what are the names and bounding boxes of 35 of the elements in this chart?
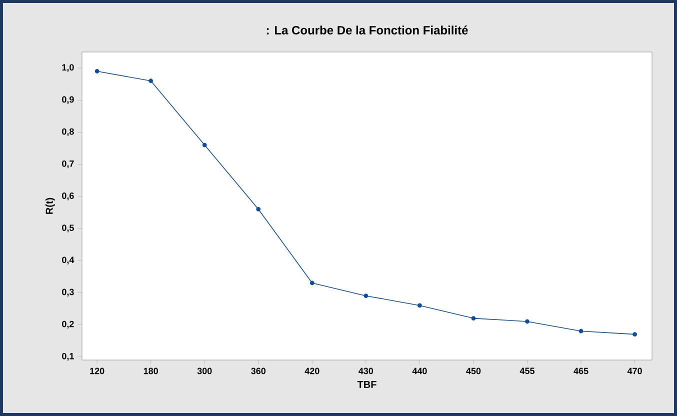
point — [471, 316, 476, 320]
point — [578, 328, 584, 334]
x-tick-label: 360 — [251, 368, 266, 374]
point — [525, 319, 530, 324]
x-tick-label: 420 — [304, 368, 320, 374]
point — [310, 280, 314, 286]
y-tick-label: 0,3 — [62, 288, 74, 296]
point — [202, 142, 207, 148]
point — [256, 207, 261, 212]
x-tick-label: 440 — [412, 368, 427, 374]
x-axis-title: TBF — [357, 381, 376, 388]
y-axis-title: R(t) — [46, 198, 55, 214]
point — [364, 294, 368, 298]
point — [148, 78, 154, 84]
y-tick-label: 0,7 — [62, 160, 74, 168]
y-tick-label: 1,0 — [62, 64, 74, 72]
y-tick-label: 0,9 — [62, 96, 74, 104]
x-tick-label: 465 — [574, 368, 588, 374]
point — [94, 69, 100, 74]
y-tick-label: 0,4 — [62, 256, 74, 264]
point — [632, 332, 637, 337]
x-tick-label: 455 — [520, 368, 534, 374]
x-tick-label: 430 — [358, 368, 374, 374]
y-tick-label: 0,2 — [62, 320, 74, 329]
x-tick-label: 450 — [466, 368, 481, 374]
chart-title: : La Courbe De la Fonction Fiabilité — [266, 26, 468, 34]
x-tick-label: 120 — [90, 368, 104, 374]
x-tick-label: 300 — [197, 368, 212, 374]
point — [418, 303, 422, 308]
x-tick-label: 180 — [144, 368, 158, 374]
y-tick-label: 0,1 — [62, 352, 74, 361]
y-tick-label: 0,6 — [62, 192, 74, 200]
y-tick-label: 0,5 — [62, 224, 74, 232]
x-tick-label: 470 — [627, 368, 642, 374]
y-tick-label: 0,8 — [62, 128, 74, 136]
